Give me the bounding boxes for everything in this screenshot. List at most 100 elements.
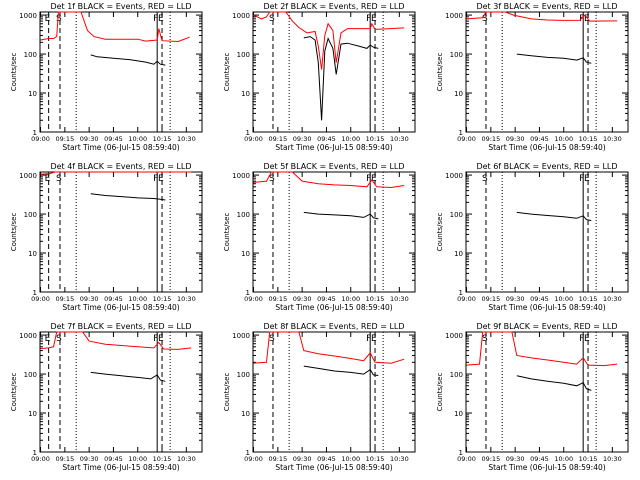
y-tick-label: 10: [241, 90, 250, 98]
events-series-line: [516, 375, 592, 391]
chart-title: Det 1f BLACK = Events, RED = LLD: [50, 2, 191, 11]
plot-frame: [39, 331, 203, 453]
y-tick-label: 100: [237, 211, 250, 219]
x-tick-label: 09:15: [481, 135, 500, 143]
y-tick-label: 1000: [445, 332, 463, 340]
y-tick-label: 1000: [19, 172, 37, 180]
marker-label: F: [153, 174, 158, 184]
x-tick-label: 09:30: [293, 295, 312, 303]
x-tick-label: 09:15: [481, 455, 500, 463]
marker-label: F: [153, 14, 158, 24]
chart-panel: Det 6f BLACK = Events, RED = LLD 1 10 100 10…: [436, 162, 629, 312]
lld-series-line: [40, 171, 192, 175]
y-tick-label: 100: [450, 371, 463, 379]
chart-panel: Det 2f BLACK = Events, RED = LLD 1 10 100 10…: [223, 2, 416, 152]
lld-series-line: [253, 11, 405, 70]
x-tick-label: 09:00: [244, 135, 263, 143]
marker-label: E: [45, 14, 51, 24]
y-tick-label: 10: [28, 90, 37, 98]
x-tick-label: 10:30: [177, 135, 196, 143]
x-tick-label: 10:15: [153, 135, 172, 143]
chart-panel: Det 7f BLACK = Events, RED = LLD 1 10 100 10…: [10, 322, 203, 472]
y-tick-label: 10: [28, 250, 37, 258]
x-tick-label: 10:00: [341, 135, 360, 143]
marker-label: E: [584, 14, 590, 24]
x-tick-label: 10:15: [579, 455, 598, 463]
x-tick-label: 09:45: [104, 135, 123, 143]
y-tick-label: 1000: [445, 12, 463, 20]
x-tick-label: 10:30: [603, 455, 622, 463]
y-axis-label: Counts/sec: [10, 53, 18, 92]
x-tick-label: 09:30: [80, 135, 99, 143]
y-tick-label: 100: [450, 51, 463, 59]
y-tick-label: 100: [237, 51, 250, 59]
y-tick-label: 10: [28, 410, 37, 418]
y-axis-label: Counts/sec: [436, 373, 444, 412]
y-axis-label: Counts/sec: [10, 373, 18, 412]
x-tick-label: 09:45: [317, 135, 336, 143]
chart-panel: Det 8f BLACK = Events, RED = LLD 1 10 100 10…: [223, 322, 416, 472]
y-axis-label: Counts/sec: [436, 53, 444, 92]
x-tick-label: 09:45: [104, 455, 123, 463]
lld-series-line: [466, 11, 618, 22]
x-tick-label: 10:00: [554, 135, 573, 143]
x-tick-label: 10:30: [390, 455, 409, 463]
y-tick-label: 1000: [19, 332, 37, 340]
y-tick-label: 1: [459, 449, 463, 457]
y-tick-label: 1000: [19, 12, 37, 20]
x-tick-label: 10:15: [579, 295, 598, 303]
x-axis-label: Start Time (06-Jul-15 08:59:40): [275, 303, 392, 312]
plot-frame: [465, 11, 629, 133]
x-tick-label: 10:30: [177, 455, 196, 463]
events-series-line: [303, 36, 379, 121]
x-tick-label: 10:15: [366, 295, 385, 303]
y-tick-label: 100: [237, 371, 250, 379]
x-tick-label: 09:30: [506, 295, 525, 303]
y-tick-label: 1: [246, 289, 250, 297]
y-tick-label: 10: [454, 410, 463, 418]
y-tick-label: 1000: [232, 332, 250, 340]
y-tick-label: 100: [24, 211, 37, 219]
y-tick-label: 1: [33, 289, 37, 297]
chart-title: Det 4f BLACK = Events, RED = LLD: [50, 162, 191, 171]
marker-label: F: [579, 14, 584, 24]
plot-frame: [252, 11, 416, 133]
x-tick-label: 09:45: [104, 295, 123, 303]
x-tick-label: 09:15: [55, 455, 74, 463]
y-tick-label: 10: [241, 410, 250, 418]
chart-panel: Det 9f BLACK = Events, RED = LLD 1 10 100 10…: [436, 322, 629, 472]
chart-panel: Det 1f BLACK = Events, RED = LLD 1 10 100 10…: [10, 2, 203, 152]
y-tick-label: 100: [450, 211, 463, 219]
marker-label: E: [45, 174, 51, 184]
x-tick-label: 10:00: [128, 295, 147, 303]
marker-label: S: [482, 14, 488, 24]
x-tick-label: 09:30: [80, 295, 99, 303]
x-tick-label: 10:15: [579, 135, 598, 143]
y-tick-label: 1: [246, 129, 250, 137]
y-axis-label: Counts/sec: [223, 53, 231, 92]
marker-label: S: [482, 174, 488, 184]
x-tick-label: 09:45: [317, 455, 336, 463]
y-axis-label: Counts/sec: [223, 213, 231, 252]
plot-frame: [39, 171, 203, 293]
lld-series-line: [40, 11, 190, 43]
lld-series-line: [253, 331, 405, 364]
marker-label: E: [371, 14, 377, 24]
marker-label: S: [56, 14, 62, 24]
marker-label: S: [269, 174, 275, 184]
marker-label: S: [56, 334, 62, 344]
x-axis-label: Start Time (06-Jul-15 08:59:40): [488, 303, 605, 312]
y-tick-label: 10: [454, 250, 463, 258]
marker-label: S: [269, 334, 275, 344]
x-axis-label: Start Time (06-Jul-15 08:59:40): [275, 463, 392, 472]
marker-label: F: [579, 174, 584, 184]
x-tick-label: 10:30: [390, 135, 409, 143]
y-tick-label: 100: [24, 371, 37, 379]
x-tick-label: 10:00: [128, 135, 147, 143]
y-tick-label: 1: [33, 129, 37, 137]
marker-label: F: [579, 334, 584, 344]
x-tick-label: 09:30: [506, 135, 525, 143]
marker-label: F: [153, 334, 158, 344]
x-tick-label: 09:00: [31, 135, 50, 143]
y-axis-label: Counts/sec: [223, 373, 231, 412]
